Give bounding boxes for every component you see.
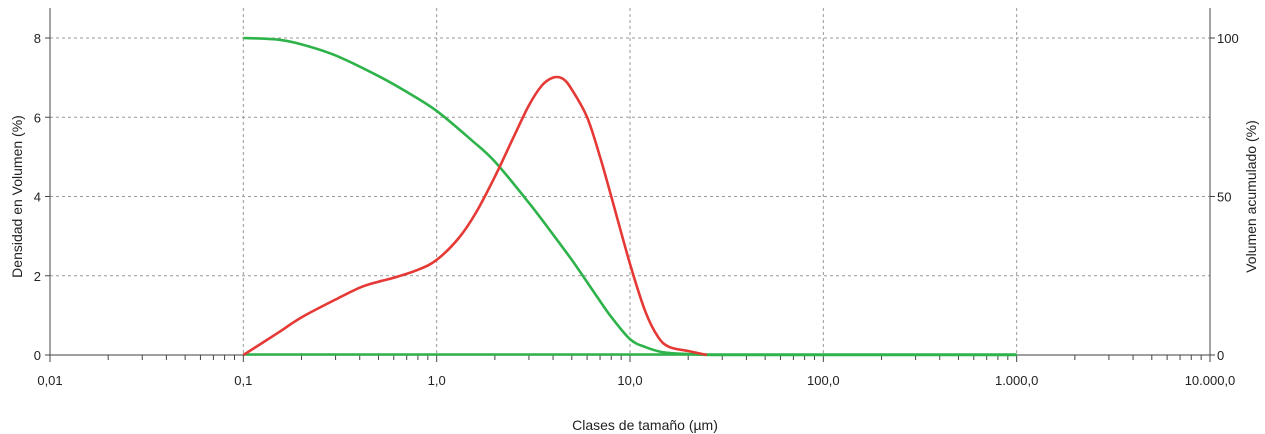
x-tick-label: 0,1 [234,373,252,388]
cumulative-curve [243,36,1017,357]
x-tick-label: 1.000,0 [995,373,1038,388]
tick-labels: 0,01 0,1 1,0 10,0 100,0 1.000,0 10.000,0 0 2 4 6 8 0… [34,31,1239,388]
density-curve [242,75,708,357]
y-axis-title: Densidad en Volumen (%) [9,115,25,278]
x-axis-title: Clases de tamaño (µm) [572,417,718,433]
x-tick-label: 100,0 [807,373,840,388]
grid [50,8,1211,355]
x-tick-label: 1,0 [428,373,446,388]
y-tick-label: 2 [34,269,41,284]
y2-axis-title: Volumen acumulado (%) [1243,120,1259,273]
x-tick-label: 0,01 [37,373,62,388]
y2-tick-label: 0 [1217,348,1224,363]
y2-tick-label: 100 [1217,31,1239,46]
x-tick-label: 10.000,0 [1185,373,1236,388]
series-layer [242,36,1017,357]
y-tick-label: 4 [34,190,41,205]
y-tick-label: 0 [34,348,41,363]
y-tick-label: 8 [34,31,41,46]
y2-tick-label: 50 [1217,190,1231,205]
x-tick-label: 10,0 [617,373,642,388]
y-tick-label: 6 [34,110,41,125]
